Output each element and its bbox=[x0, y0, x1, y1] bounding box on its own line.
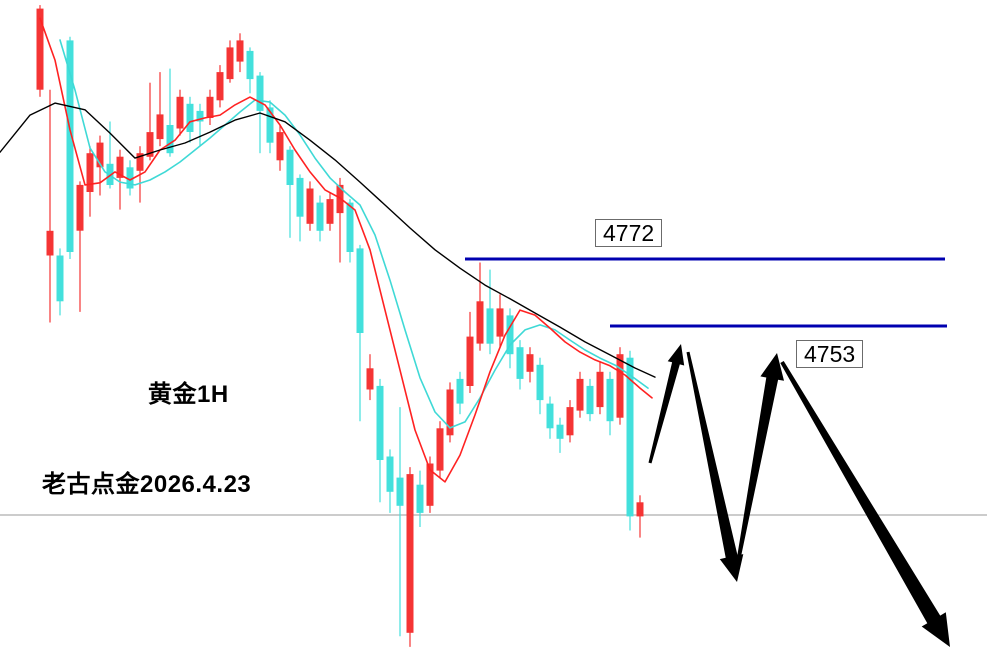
candle-body-down bbox=[296, 177, 304, 217]
candle-body-down bbox=[416, 484, 424, 513]
candle-body-up bbox=[116, 156, 124, 178]
candle-body-up bbox=[636, 502, 644, 517]
candle-body-up bbox=[366, 368, 374, 390]
symbol-timeframe-label: 黄金1H bbox=[148, 381, 229, 408]
candle-body-up bbox=[326, 199, 334, 224]
candle-body-up bbox=[526, 354, 534, 372]
candle-body-up bbox=[236, 40, 244, 62]
forecast-arrow bbox=[734, 353, 784, 574]
forecast-arrow bbox=[686, 351, 744, 582]
candle-body-down bbox=[256, 75, 264, 111]
candle-body-down bbox=[626, 357, 634, 517]
candle-body-down bbox=[536, 364, 544, 401]
ma-slow-line bbox=[0, 102, 656, 378]
candle-body-up bbox=[306, 188, 314, 224]
candle-body-down bbox=[66, 40, 74, 253]
candle-body-up bbox=[476, 301, 484, 344]
candle-body-up bbox=[36, 8, 44, 90]
candle-body-up bbox=[76, 184, 84, 231]
resistance-price-label-4772: 4772 bbox=[595, 219, 663, 247]
candle-body-up bbox=[496, 308, 504, 337]
forecast-arrow bbox=[648, 344, 685, 464]
candle-body-down bbox=[516, 347, 524, 379]
ma-mid-line bbox=[59, 39, 649, 429]
candle-body-down bbox=[346, 202, 354, 252]
candle-body-up bbox=[426, 463, 434, 506]
candle-body-up bbox=[276, 132, 284, 161]
candle-body-down bbox=[386, 456, 394, 492]
candle-body-down bbox=[316, 202, 324, 231]
candle-body-down bbox=[556, 424, 564, 439]
candle-body-down bbox=[166, 125, 174, 154]
candle-body-up bbox=[576, 378, 584, 411]
candle-body-down bbox=[126, 167, 134, 189]
candle-body-up bbox=[446, 389, 454, 436]
candle-body-up bbox=[226, 47, 234, 80]
candle-body-down bbox=[396, 477, 404, 506]
candle-body-up bbox=[176, 96, 184, 129]
forecast-arrow bbox=[780, 361, 950, 647]
candle-body-up bbox=[406, 474, 414, 633]
candle-body-down bbox=[266, 107, 274, 143]
candle-body-up bbox=[466, 336, 474, 386]
candle-body-up bbox=[86, 153, 94, 192]
candle-body-down bbox=[246, 50, 254, 80]
candle-body-up bbox=[206, 96, 214, 118]
candle-body-up bbox=[96, 142, 104, 168]
ma-fast-line bbox=[39, 17, 653, 483]
candle-body-down bbox=[506, 315, 514, 355]
candle-body-up bbox=[436, 428, 444, 471]
candle-body-up bbox=[146, 132, 154, 157]
candle-body-down bbox=[186, 103, 194, 132]
author-date-watermark: 老古点金2026.4.23 bbox=[42, 471, 252, 498]
candle-body-down bbox=[486, 308, 494, 344]
resistance-price-label-4753: 4753 bbox=[796, 340, 864, 368]
candle-body-down bbox=[286, 149, 294, 185]
candle-body-up bbox=[156, 114, 164, 140]
candle-body-up bbox=[216, 72, 224, 101]
candle-body-down bbox=[356, 248, 364, 333]
candle-body-up bbox=[46, 230, 54, 256]
candle-body-up bbox=[616, 354, 624, 418]
candle-body-up bbox=[566, 407, 574, 436]
candle-body-down bbox=[546, 403, 554, 429]
candle-body-down bbox=[606, 378, 614, 422]
candle-body-up bbox=[136, 153, 144, 171]
candle-body-down bbox=[196, 110, 204, 122]
candle-body-down bbox=[56, 255, 64, 302]
candle-body-down bbox=[456, 378, 464, 404]
candle-body-down bbox=[376, 385, 384, 460]
candle-body-up bbox=[596, 371, 604, 408]
candle-body-down bbox=[586, 385, 594, 415]
